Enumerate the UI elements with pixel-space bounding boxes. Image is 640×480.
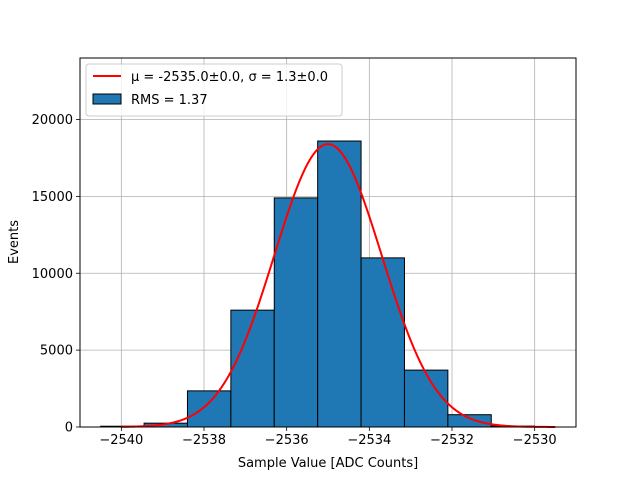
legend-hist-swatch (92, 93, 122, 105)
x-tick-label: −2540 (99, 433, 143, 448)
y-tick-label: 0 (65, 421, 73, 436)
x-tick-label: −2532 (430, 433, 474, 448)
histogram-bar (447, 414, 492, 428)
x-tick-label: −2538 (182, 433, 226, 448)
gaussian-fit-curve (121, 143, 556, 428)
histogram-bar (230, 309, 275, 428)
legend-hist-label: RMS = 1.37 (131, 93, 208, 108)
plot-frame (79, 57, 577, 428)
y-tick-label: 5000 (40, 344, 73, 359)
x-axis-ticks: −2540 −2538 −2536 −2534 −2532 −2530 (99, 427, 557, 448)
x-tick-label: −2536 (265, 433, 309, 448)
y-tick-label: 20000 (32, 113, 73, 128)
y-axis-label: Events (7, 220, 22, 264)
y-tick-label: 15000 (32, 190, 73, 205)
histogram-bar (186, 390, 232, 428)
x-tick-label: −2530 (513, 433, 557, 448)
x-axis-label: Sample Value [ADC Counts] (238, 456, 418, 471)
x-tick-label: −2534 (347, 433, 391, 448)
histogram-bar (403, 369, 449, 428)
legend-fit-label: μ = -2535.0±0.0, σ = 1.3±0.0 (131, 70, 328, 85)
legend: μ = -2535.0±0.0, σ = 1.3±0.0 RMS = 1.37 (85, 63, 343, 117)
y-axis-ticks: 0 5000 10000 15000 20000 (32, 113, 80, 436)
histogram-bar (360, 257, 405, 428)
legend-box (85, 63, 343, 117)
y-tick-label: 10000 (32, 267, 73, 282)
histogram-bar (317, 140, 362, 428)
